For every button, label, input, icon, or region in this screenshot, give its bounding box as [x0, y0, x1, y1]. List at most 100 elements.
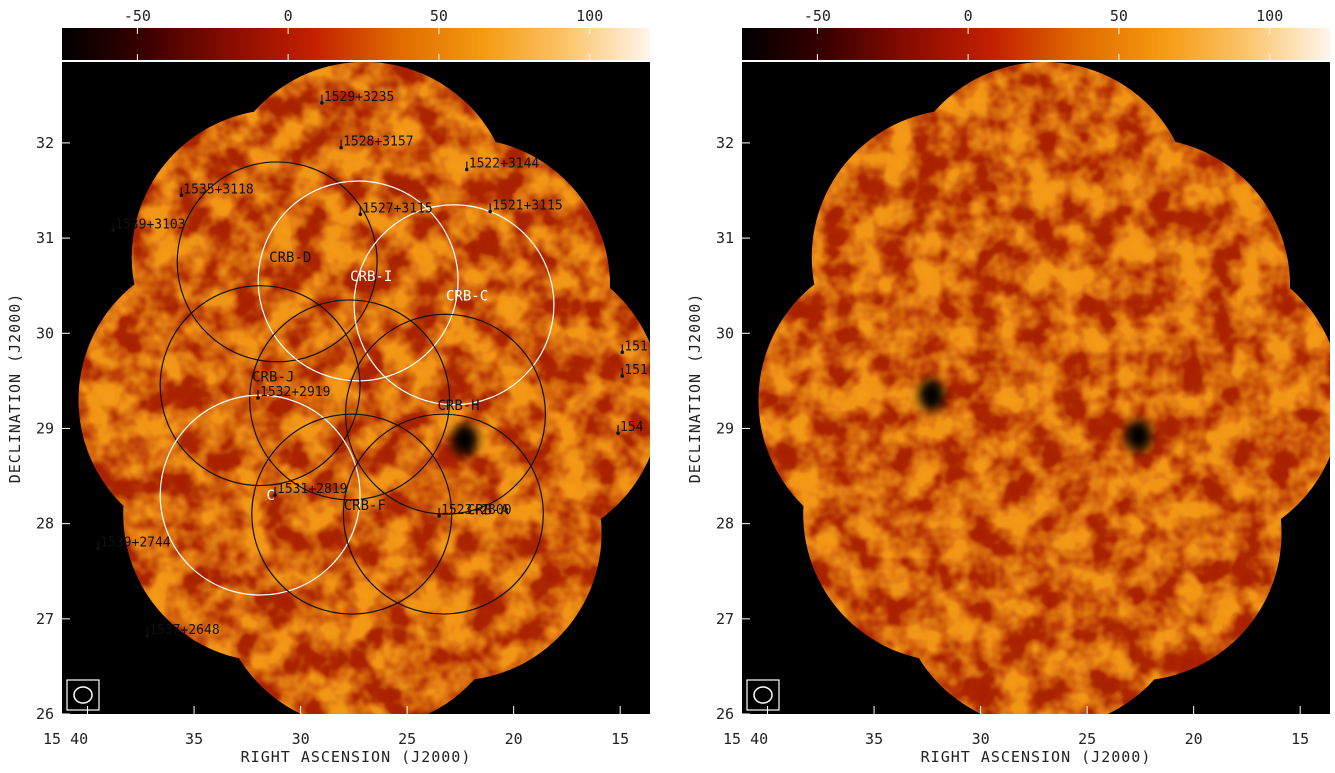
axes-right: 15 40 35 30 25 20 15 32 31 30 29 28 27 26 RIGHT ASCEN…	[686, 134, 1309, 766]
source-label: 1523+2800	[441, 503, 511, 518]
source-label: 1527+3115	[362, 201, 432, 216]
field-label: CRB-A	[467, 502, 510, 518]
field-circles: CRB-D CRB-I CRB-C CRB-J CRB-H CRB-F C CRB-A	[159, 161, 555, 615]
intensity-map-right	[758, 62, 1330, 714]
colorbar-tick-label: 50	[1110, 7, 1128, 25]
y-tick-label: 30	[716, 324, 734, 342]
axes-left: 15 40 35 30 25 20 15 32 31 30 29 28 27 26 RIGHT ASCEN…	[6, 134, 629, 766]
y-axis-label: DECLINATION (J2000)	[686, 293, 704, 484]
colorbar-right	[742, 28, 1330, 60]
source-label: 1531+2819	[277, 482, 347, 497]
field-label: C	[267, 488, 275, 504]
source-label: 154	[620, 420, 644, 435]
y-tick-label: 31	[36, 229, 54, 247]
source-dot	[320, 101, 324, 105]
source-dot	[111, 228, 115, 233]
source-label: 1535+3118	[183, 182, 253, 197]
y-tick-label: 29	[36, 419, 54, 437]
y-tick-label: 32	[716, 134, 734, 152]
field-circle	[251, 413, 453, 615]
source-dot	[620, 350, 625, 355]
source-label: 1528+3157	[343, 135, 413, 150]
source-label: 1537+2648	[149, 623, 219, 638]
field-label: CRB-H	[437, 398, 479, 414]
left-map-panel: -50 0 50 100 CRB-D CRB-I CRB-C CRB-J CRB-H CRB-F…	[6, 7, 650, 766]
colorbar-tick-label: 100	[576, 7, 603, 25]
y-tick-label: 28	[716, 515, 734, 533]
source-dot	[616, 431, 620, 436]
source-label: 151	[624, 339, 647, 354]
x-tick-label: 20	[505, 730, 523, 748]
y-tick-label: 27	[716, 610, 734, 628]
right-map-panel: -50 0 50 100 15 40 35 30 25 20 15 32 31 30 29 28 27 26 R…	[686, 7, 1330, 766]
source-label: 1521+3115	[492, 198, 562, 213]
source-dot	[179, 193, 184, 198]
source-dot	[358, 212, 363, 217]
source-dot	[339, 145, 343, 150]
x-tick-label: 30	[972, 730, 990, 748]
y-tick-label: 32	[36, 134, 54, 152]
source-label: 1539+3103	[115, 217, 185, 232]
source-dot	[620, 374, 625, 378]
field-label: CRB-F	[344, 498, 386, 514]
source-dot	[273, 493, 277, 497]
source-dot	[256, 396, 260, 400]
cold-spot	[1125, 420, 1152, 453]
source-labels: 1529+3235 1528+3157 1522+3144 1535+3118 1527…	[96, 90, 648, 638]
field-circle	[176, 161, 378, 363]
x-tick-label: 25	[398, 730, 416, 748]
x-tick-label: 15 40	[43, 730, 88, 748]
cold-spot	[918, 379, 945, 412]
field-circle	[249, 299, 451, 501]
y-tick-label: 29	[716, 419, 734, 437]
field-circle	[257, 180, 459, 382]
x-tick-label: 25	[1078, 730, 1096, 748]
source-label: 1532+2919	[260, 385, 330, 400]
x-tick-label: 35	[865, 730, 883, 748]
colorbar-tick-label: -50	[124, 7, 151, 25]
intensity-map-left	[78, 62, 650, 714]
field-circle	[159, 285, 361, 487]
field-circle	[159, 394, 361, 596]
x-tick-label: 15	[611, 730, 629, 748]
beam-icon	[746, 679, 780, 711]
source-dot	[145, 634, 150, 638]
source-label: 1522+3144	[469, 157, 540, 172]
colorbar-tick-label: 0	[964, 7, 973, 25]
colorbar-tick-label: 100	[1256, 7, 1283, 25]
x-tick-label: 30	[292, 730, 310, 748]
y-tick-label: 26	[716, 705, 734, 723]
colorbar-ticks-left: -50 0 50 100	[124, 7, 603, 60]
source-dot	[96, 546, 101, 551]
beam-icon	[66, 679, 100, 711]
x-tick-label: 20	[1185, 730, 1203, 748]
field-label: CRB-C	[446, 289, 488, 305]
source-dot	[488, 209, 493, 214]
y-axis-label: DECLINATION (J2000)	[6, 293, 24, 484]
colorbar-tick-label: 50	[430, 7, 448, 25]
x-axis-label: RIGHT ASCENSION (J2000)	[241, 748, 472, 766]
y-tick-label: 31	[716, 229, 734, 247]
source-label: 1529+3235	[324, 90, 394, 105]
y-tick-label: 30	[36, 324, 54, 342]
x-tick-label: 35	[185, 730, 203, 748]
colorbar-tick-label: 0	[284, 7, 293, 25]
source-label: 151	[624, 363, 647, 378]
field-label: CRB-I	[350, 269, 392, 285]
field-label: CRB-D	[269, 250, 311, 266]
source-label: 1539+2744	[100, 535, 171, 550]
x-tick-label: 15	[1291, 730, 1309, 748]
field-circle	[342, 413, 544, 615]
x-tick-label: 15 40	[723, 730, 768, 748]
colorbar-tick-label: -50	[804, 7, 831, 25]
field-label: CRB-J	[252, 370, 294, 386]
y-tick-label: 26	[36, 705, 54, 723]
colorbar-ticks-right: -50 0 50 100	[804, 7, 1283, 60]
source-dot	[437, 514, 441, 518]
field-circle	[353, 204, 555, 406]
y-tick-label: 28	[36, 515, 54, 533]
source-dot	[464, 167, 469, 172]
colorbar-left	[62, 28, 650, 60]
y-tick-label: 27	[36, 610, 54, 628]
